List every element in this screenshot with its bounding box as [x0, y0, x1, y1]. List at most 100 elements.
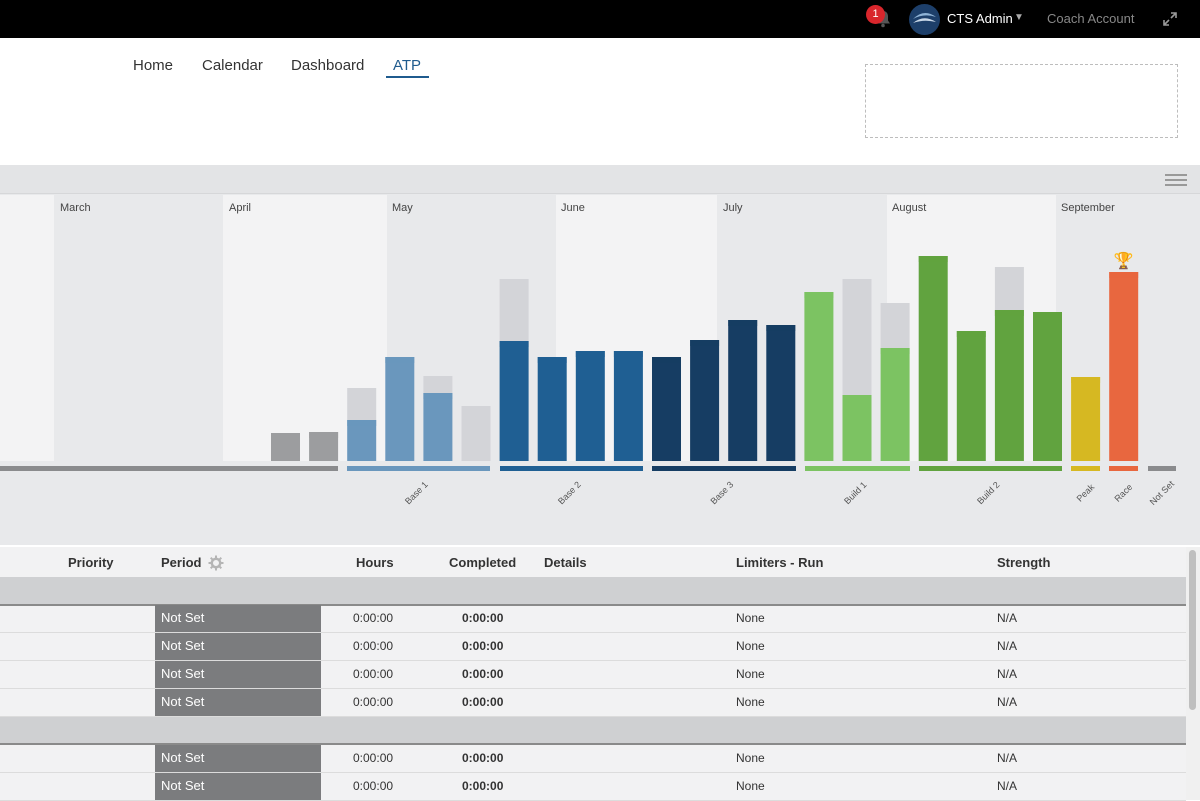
gear-icon[interactable]	[208, 555, 224, 571]
period-line	[805, 466, 910, 471]
completed-cell: 0:00:00	[462, 611, 504, 625]
bar-cap	[1109, 272, 1139, 278]
limiters-cell: None	[736, 779, 765, 793]
completed-bar	[880, 348, 910, 461]
bar-cap	[575, 351, 605, 357]
completed-bar	[804, 292, 834, 461]
completed-bar	[652, 357, 681, 461]
completed-bar	[613, 351, 643, 461]
column-header-details[interactable]: Details	[544, 555, 587, 570]
period-label: Build 1	[842, 480, 869, 507]
column-header-strength[interactable]: Strength	[997, 555, 1051, 570]
bar-cap	[766, 325, 796, 331]
column-header-period[interactable]: Period	[161, 555, 202, 570]
limiters-cell: None	[736, 695, 765, 709]
completed-bar	[499, 341, 529, 461]
completed-bar	[690, 340, 720, 461]
avatar[interactable]	[909, 4, 940, 35]
completed-bar	[1109, 272, 1139, 461]
bar-cap	[613, 351, 643, 357]
limiters-cell: None	[736, 611, 765, 625]
period-cell[interactable]: Not Set	[155, 745, 321, 772]
column-header-hours[interactable]: Hours	[356, 555, 394, 570]
chevron-down-icon[interactable]: ▼	[1014, 12, 1024, 23]
bar-cap	[1071, 377, 1101, 383]
month-label: March	[60, 202, 91, 214]
bar-cap	[994, 310, 1024, 316]
bar-cap	[499, 341, 529, 347]
period-cell[interactable]: Not Set	[155, 689, 321, 716]
hours-cell: 0:00:00	[353, 695, 394, 709]
completed-bar	[1071, 377, 1101, 461]
completed-cell: 0:00:00	[462, 639, 504, 653]
period-label: Base 2	[556, 479, 583, 506]
bar-cap	[956, 331, 986, 337]
bar-cap	[347, 420, 377, 426]
cts-logo-icon	[913, 12, 936, 23]
menu-icon[interactable]	[1165, 174, 1187, 186]
month-label: May	[392, 202, 413, 214]
completed-bar	[537, 357, 567, 461]
month-label: August	[892, 202, 927, 214]
bar-cap	[1033, 312, 1062, 318]
table-row[interactable]: Not Set 0:00:00 0:00:00 None N/A	[0, 689, 1186, 717]
column-header-priority[interactable]: Priority	[68, 555, 114, 570]
active-tab-indicator	[386, 76, 429, 78]
strength-cell: N/A	[997, 779, 1018, 793]
bar-cap	[918, 256, 948, 262]
bar-cap	[423, 393, 453, 399]
planned-bar	[880, 303, 910, 348]
column-header-completed[interactable]: Completed	[449, 555, 517, 570]
scrollbar-thumb[interactable]	[1189, 550, 1196, 710]
completed-bar	[994, 310, 1024, 461]
column-header-limiters[interactable]: Limiters - Run	[736, 555, 824, 570]
coach-account-link[interactable]: Coach Account	[1047, 11, 1135, 26]
bar-cap	[880, 348, 910, 354]
month-label: June	[561, 202, 585, 214]
table-row[interactable]: Not Set 0:00:00 0:00:00 None N/A	[0, 633, 1186, 661]
period-line	[347, 466, 490, 471]
strength-cell: N/A	[997, 611, 1018, 625]
completed-cell: 0:00:00	[462, 779, 504, 793]
top-bar	[0, 0, 1200, 38]
limiters-cell: None	[736, 639, 765, 653]
table-row[interactable]: Not Set 0:00:00 0:00:00 None N/A	[0, 661, 1186, 689]
completed-bar	[1033, 312, 1062, 461]
month-label: September	[1061, 202, 1115, 214]
table-row[interactable]: Not Set 0:00:00 0:00:00 None N/A	[0, 605, 1186, 633]
chart-toolbar	[0, 165, 1200, 194]
user-name[interactable]: CTS Admin	[947, 11, 1013, 26]
expand-icon[interactable]	[1161, 10, 1179, 28]
month-column	[0, 195, 54, 461]
planned-bar	[423, 376, 453, 393]
hours-cell: 0:00:00	[353, 751, 394, 765]
planned-bar	[499, 279, 529, 341]
hours-cell: 0:00:00	[353, 639, 394, 653]
hours-cell: 0:00:00	[353, 611, 394, 625]
nav-calendar[interactable]: Calendar	[202, 57, 263, 74]
table-row[interactable]: Not Set 0:00:00 0:00:00 None N/A	[0, 745, 1186, 773]
nav-home[interactable]: Home	[133, 57, 174, 74]
atp-chart: 🏆 Base 1 Base 2 Base 3 Build 1 Build 2 Peak Rac…	[0, 251, 1177, 507]
period-cell[interactable]: Not Set	[155, 661, 321, 688]
period-label: Not Set	[1148, 478, 1177, 507]
month-label: April	[229, 202, 252, 214]
notification-badge[interactable]: 1	[866, 5, 885, 24]
period-cell[interactable]: Not Set	[155, 773, 321, 800]
period-label: Peak	[1075, 482, 1097, 504]
hours-cell: 0:00:00	[353, 779, 394, 793]
strength-cell: N/A	[997, 667, 1018, 681]
period-cell[interactable]: Not Set	[155, 605, 321, 632]
completed-bar	[385, 357, 415, 461]
completed-bar	[728, 320, 758, 461]
completed-bar	[766, 325, 796, 461]
nav-atp[interactable]: ATP	[393, 57, 422, 74]
completed-bar	[956, 331, 986, 461]
trophy-icon: 🏆	[1114, 251, 1134, 270]
bar-cap	[537, 357, 567, 363]
planned-bar	[461, 406, 491, 461]
period-line-prep	[0, 466, 338, 471]
nav-dashboard[interactable]: Dashboard	[291, 57, 365, 74]
table-row[interactable]: Not Set 0:00:00 0:00:00 None N/A	[0, 773, 1186, 801]
period-cell[interactable]: Not Set	[155, 633, 321, 660]
